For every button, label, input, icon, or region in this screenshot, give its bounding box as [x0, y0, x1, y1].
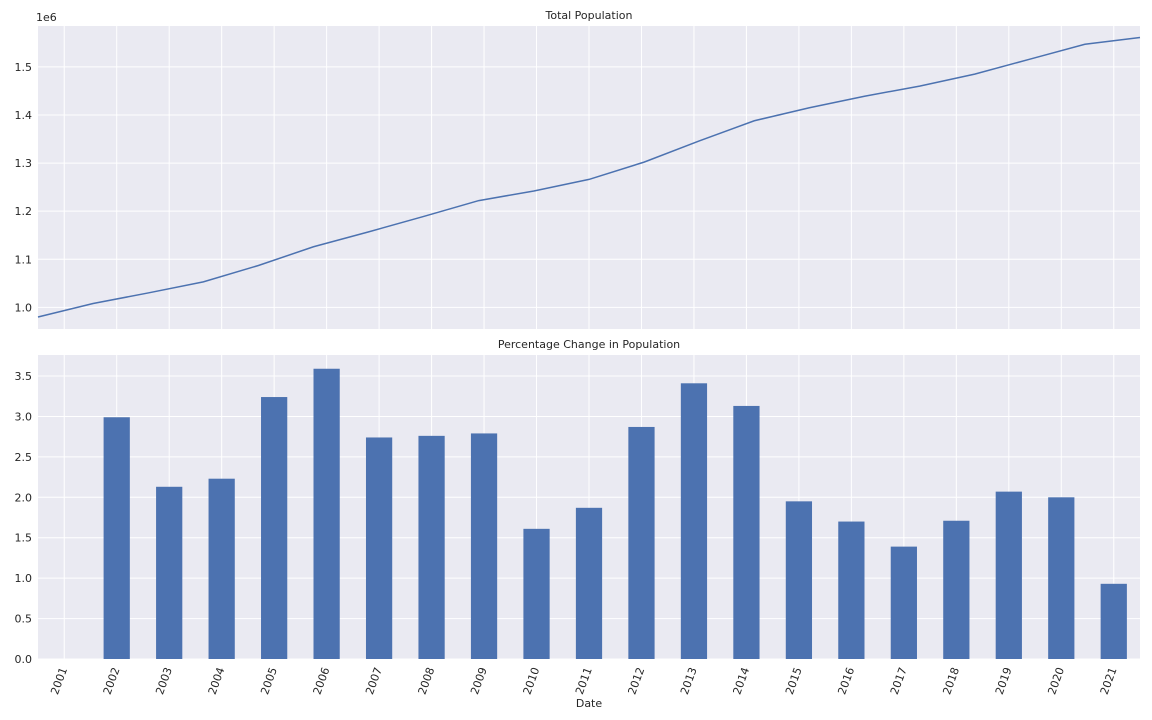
bottom-x-tick-label: 2011 [573, 666, 595, 697]
bottom-x-tick-label: 2014 [730, 666, 752, 697]
top-y-tick-label: 1.4 [15, 109, 33, 122]
bottom-y-tick-label: 2.0 [15, 491, 33, 504]
bottom-x-tick-label: 2003 [153, 666, 175, 697]
bottom-y-tick-label: 1.0 [15, 572, 33, 585]
top-y-tick-label: 1.3 [15, 157, 33, 170]
bottom-x-tick-label: 2010 [521, 666, 543, 697]
population-line-panel: 1.0 1.1 1.2 1.3 1.4 1.5 Total Population 1e6 [15, 9, 1141, 329]
top-y-offset-label: 1e6 [36, 11, 57, 24]
bar-2002 [103, 417, 130, 659]
bar-2020 [1048, 497, 1075, 659]
bottom-y-tick-label: 0.5 [15, 613, 33, 626]
bottom-x-tick-label: 2020 [1045, 666, 1067, 697]
bottom-y-tick-label: 3.0 [15, 410, 33, 423]
top-y-tick-label: 1.1 [15, 253, 33, 266]
top-y-tick-label: 1.2 [15, 205, 33, 218]
bar-2021 [1100, 583, 1127, 659]
bar-2006 [313, 368, 340, 659]
bar-2005 [261, 397, 288, 659]
top-chart-title: Total Population [545, 9, 633, 22]
bottom-x-tick-label: 2012 [626, 666, 648, 697]
bottom-y-tick-label: 1.5 [15, 532, 33, 545]
bar-2014 [733, 405, 760, 659]
bottom-x-tick-label: 2006 [311, 666, 333, 697]
bar-2011 [575, 507, 603, 659]
bottom-y-tick-label: 3.5 [15, 370, 33, 383]
bar-2015 [785, 501, 813, 659]
bottom-bars [103, 368, 1127, 659]
bottom-x-ticks: 2001 2002 2003 2004 2005 2006 2007 2008 2009 2010… [48, 666, 1119, 697]
bar-2010 [523, 528, 550, 659]
bar-2003 [156, 486, 183, 659]
bottom-chart-title: Percentage Change in Population [498, 338, 680, 351]
percentage-bar-panel: 0.00.51.01.52.02.53.03.5 2001 2002 2003 200… [15, 338, 1140, 710]
bar-2017 [890, 546, 917, 659]
top-grid [38, 26, 1140, 329]
bar-2007 [365, 437, 393, 659]
bottom-x-tick-label: 2015 [783, 666, 805, 697]
bar-2008 [418, 435, 445, 659]
top-series [37, 36, 1141, 318]
bar-2019 [995, 491, 1022, 659]
bottom-x-tick-label: 2005 [258, 666, 280, 697]
bottom-x-tick-label: 2004 [206, 666, 228, 697]
bottom-x-tick-label: 2007 [363, 666, 385, 697]
bar-2013 [680, 383, 708, 659]
bottom-x-tick-label: 2021 [1098, 666, 1120, 697]
top-y-tick-label: 1.0 [15, 301, 33, 314]
bottom-x-tick-label: 2019 [993, 666, 1015, 697]
bottom-x-tick-label: 2013 [678, 666, 700, 697]
bar-2012 [628, 426, 655, 659]
top-y-tick-label: 1.5 [15, 61, 33, 74]
bar-2018 [943, 520, 970, 659]
bar-2009 [470, 433, 498, 659]
bottom-x-tick-label: 2017 [888, 666, 910, 697]
bottom-x-tick-label: 2016 [835, 666, 857, 697]
bar-2016 [838, 521, 865, 659]
top-y-ticks: 1.0 1.1 1.2 1.3 1.4 1.5 [15, 61, 33, 314]
bottom-x-tick-label: 2001 [48, 666, 70, 697]
bottom-x-tick-label: 2008 [416, 666, 438, 697]
bar-2004 [208, 478, 235, 659]
population-line [37, 36, 1141, 318]
bottom-y-ticks: 0.0 0.5 1.0 1.5 2.0 2.5 3.0 3.5 [15, 370, 33, 666]
bottom-x-axis-label: Date [576, 697, 603, 710]
bottom-y-tick-label: 0.0 [15, 653, 33, 666]
bottom-x-tick-label: 2018 [940, 666, 962, 697]
bottom-x-tick-label: 2002 [101, 666, 123, 697]
bottom-x-tick-label: 2009 [468, 666, 490, 697]
bottom-y-tick-label: 2.5 [15, 451, 33, 464]
